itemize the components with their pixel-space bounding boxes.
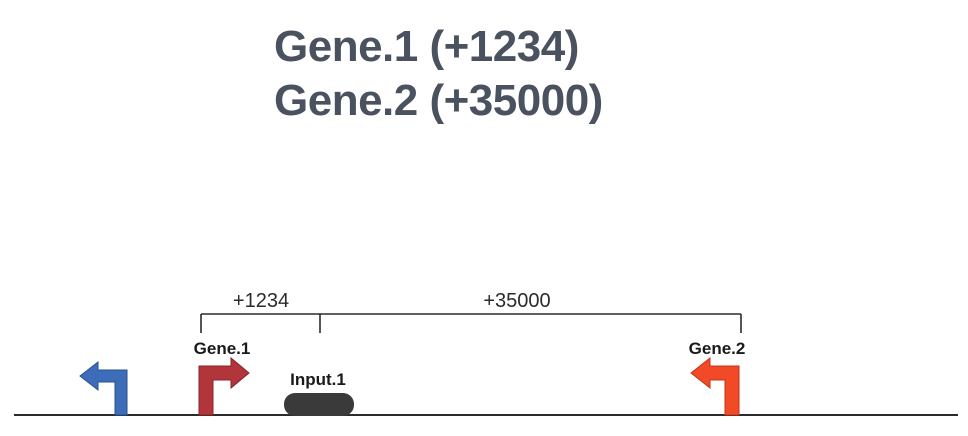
- input1-shape: [284, 393, 354, 416]
- unlabeled-gene-arrow-shape: [79, 360, 128, 416]
- headline-gene1: Gene.1 (+1234): [274, 22, 579, 71]
- gene2-arrow-icon: [690, 356, 740, 416]
- distance-label-gene1: +1234: [233, 290, 289, 312]
- gene1-arrow-shape: [198, 356, 250, 416]
- gene1-label: Gene.1: [194, 339, 251, 358]
- headline: Gene.1 (+1234) Gene.2 (+35000): [274, 20, 603, 128]
- distance-bracket: [200, 313, 742, 333]
- distance-label-gene2: +35000: [483, 290, 550, 312]
- gene1-arrow-icon: [198, 356, 250, 416]
- unlabeled-gene-arrow-icon: [79, 360, 128, 416]
- gene2-arrow-shape: [690, 356, 740, 416]
- gene2-label: Gene.2: [689, 339, 746, 358]
- headline-gene2: Gene.2 (+35000): [274, 76, 603, 125]
- input1-label: Input.1: [290, 370, 346, 389]
